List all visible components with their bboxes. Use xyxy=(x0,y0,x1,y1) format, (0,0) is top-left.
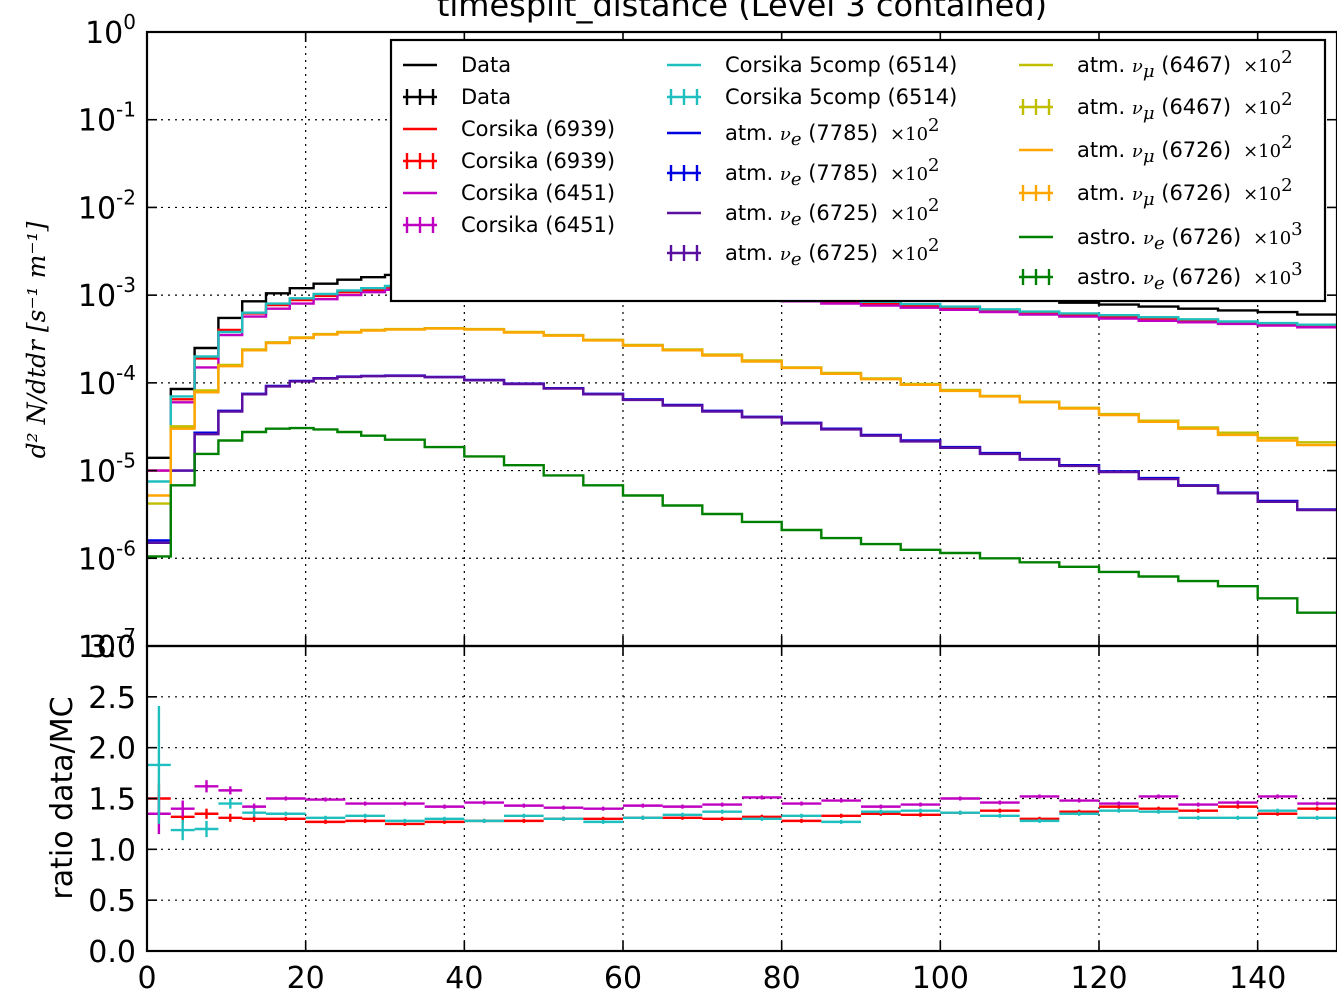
legend-label: atm. νe (6725) ×102 xyxy=(725,235,940,270)
ratio-series-corsika-5comp-6514- xyxy=(147,705,1337,841)
legend-label: atm. νμ (6467) ×102 xyxy=(1077,47,1293,82)
legend-item: atm. νμ (6726) ×102 xyxy=(1019,132,1293,167)
legend-item: atm. νμ (6467) ×102 xyxy=(1019,47,1293,82)
legend-item: Corsika (6451) xyxy=(403,213,615,237)
legend-item: astro. νe (6726) ×103 xyxy=(1019,219,1303,254)
bottom-y-tick-label: 1.0 xyxy=(88,833,136,868)
x-tick-label: 100 xyxy=(912,961,969,995)
bottom-axes-frame xyxy=(145,644,1337,953)
bottom-series xyxy=(147,705,1337,841)
legend-item: atm. νμ (6726) ×102 xyxy=(1019,175,1293,210)
bottom-panel: 0.0 0.5 1.0 1.5 2.0 2.5 3.0 0 20 40 60 80 100 120 140 xyxy=(88,630,1337,995)
legend-label: astro. νe (6726) ×103 xyxy=(1077,259,1303,294)
bottom-y-tick-label: 3.0 xyxy=(88,630,136,665)
x-tick-label: 60 xyxy=(604,961,642,995)
top-y-tick-label: 10-5 xyxy=(78,449,136,490)
bottom-y-tick-label: 0.5 xyxy=(88,884,136,919)
x-tick-label: 0 xyxy=(137,961,156,995)
legend-label: Corsika 5comp (6514) xyxy=(725,53,957,77)
series-astro-e-6726-10- xyxy=(147,426,1337,614)
legend-label: atm. νμ (6726) ×102 xyxy=(1077,175,1293,210)
legend-item: Corsika 5comp (6514) xyxy=(667,53,957,77)
legend-label: atm. νe (7785) ×102 xyxy=(725,115,940,150)
top-y-tick-label: 10-2 xyxy=(78,185,136,226)
series-atm-e-6725-10- xyxy=(147,374,1337,544)
legend-label: Corsika 5comp (6514) xyxy=(725,85,957,109)
legend-item: Corsika (6451) xyxy=(403,181,615,205)
bottom-y-tick-label: 0.0 xyxy=(88,935,136,970)
legend-box xyxy=(389,38,1327,303)
x-tick-label: 20 xyxy=(287,961,325,995)
legend-label: atm. νe (7785) ×102 xyxy=(725,155,940,190)
x-tick-label: 120 xyxy=(1070,961,1127,995)
legend-label: Data xyxy=(461,53,511,77)
legend-label: Corsika (6451) xyxy=(461,213,615,237)
legend-item: atm. νμ (6467) ×102 xyxy=(1019,89,1293,124)
legend-item: atm. νe (7785) ×102 xyxy=(667,155,940,190)
series-atm-6726-10- xyxy=(147,327,1337,497)
top-y-tick-label: 10-1 xyxy=(78,98,136,139)
legend-item: astro. νe (6726) ×103 xyxy=(1019,259,1303,294)
legend-item: Data xyxy=(403,53,511,77)
bottom-y-axis-label: ratio data/MC xyxy=(45,696,80,899)
top-y-ticks: 100 10-1 10-2 10-3 10-4 10-5 10-6 10-7 xyxy=(78,10,1337,665)
top-y-tick-label: 10-4 xyxy=(78,361,136,402)
bottom-y-tick-label: 2.5 xyxy=(88,681,136,716)
legend-item: Data xyxy=(403,85,511,109)
legend-label: atm. νμ (6726) ×102 xyxy=(1077,132,1293,167)
legend-label: atm. νe (6725) ×102 xyxy=(725,195,940,230)
bottom-y-tick-label: 2.0 xyxy=(88,732,136,767)
legend-label: Corsika (6451) xyxy=(461,181,615,205)
legend-item: Corsika 5comp (6514) xyxy=(667,85,957,109)
bottom-x-ticks: 0 20 40 60 80 100 120 140 xyxy=(137,646,1286,995)
legend-item: atm. νe (6725) ×102 xyxy=(667,235,940,270)
legend-label: Corsika (6939) xyxy=(461,149,615,173)
top-y-tick-label: 10-7 xyxy=(78,624,136,665)
bottom-y-ticks: 0.0 0.5 1.0 1.5 2.0 2.5 3.0 xyxy=(88,630,1337,970)
legend-item: atm. νe (7785) ×102 xyxy=(667,115,940,150)
chart-title: timesplit_distance (Level 3 contained) xyxy=(437,0,1047,24)
top-y-axis-label: d² N/dtdr [s⁻¹ m⁻¹] xyxy=(22,221,51,458)
legend-item: Corsika (6939) xyxy=(403,149,615,173)
top-y-tick-label: 10-6 xyxy=(78,536,136,577)
x-tick-label: 80 xyxy=(763,961,801,995)
top-y-tick-label: 10-3 xyxy=(78,273,136,314)
legend-label: astro. νe (6726) ×103 xyxy=(1077,219,1303,254)
top-y-tick-label: 100 xyxy=(85,10,136,51)
legend: Data Data Corsika (6939) Corsika (6939) Cors… xyxy=(389,38,1327,303)
x-tick-label: 40 xyxy=(445,961,483,995)
x-tick-label: 140 xyxy=(1229,961,1286,995)
legend-item: atm. νe (6725) ×102 xyxy=(667,195,940,230)
top-series xyxy=(147,271,1337,614)
legend-label: Data xyxy=(461,85,511,109)
bottom-y-tick-label: 1.5 xyxy=(88,783,136,818)
legend-item: Corsika (6939) xyxy=(403,117,615,141)
legend-label: atm. νμ (6467) ×102 xyxy=(1077,89,1293,124)
legend-label: Corsika (6939) xyxy=(461,117,615,141)
